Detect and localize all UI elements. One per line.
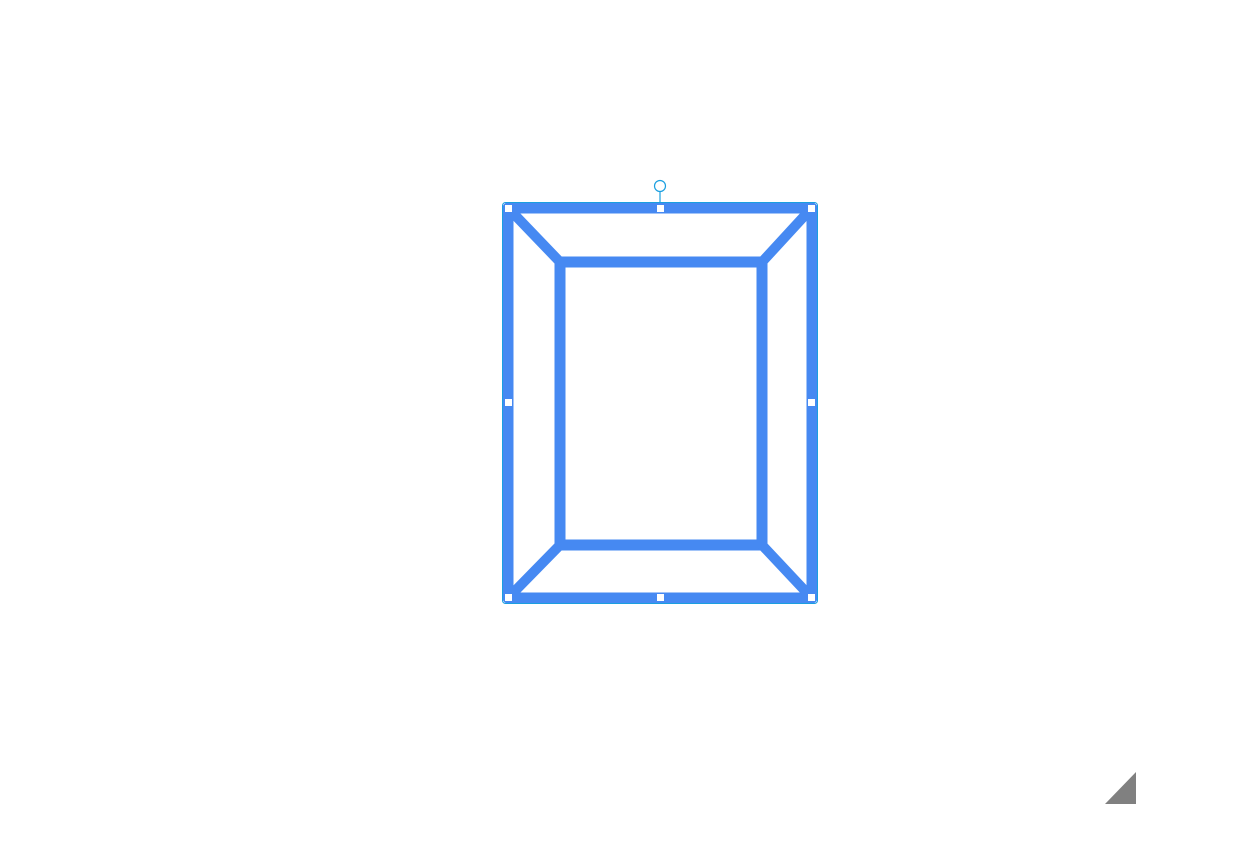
frame-shape[interactable] [502,202,818,604]
resize-handle-bottom-left[interactable] [505,594,512,601]
resize-handle-bottom-right[interactable] [808,594,815,601]
resize-handle-top-right[interactable] [808,205,815,212]
frame-corner-line-top-left [508,208,564,266]
frame-corner-line-top-right [758,208,812,266]
rotate-handle[interactable] [653,179,667,193]
resize-handle-bottom-center[interactable] [657,594,664,601]
resize-handle-middle-left[interactable] [505,399,512,406]
resize-handle-middle-right[interactable] [808,399,815,406]
frame-corner-line-bottom-right [758,541,812,598]
resize-handle-top-center[interactable] [657,205,664,212]
frame-inner-rect[interactable] [554,256,768,551]
resize-grip-icon[interactable] [1105,772,1136,804]
frame-corner-line-bottom-left [508,541,564,598]
resize-handle-top-left[interactable] [505,205,512,212]
